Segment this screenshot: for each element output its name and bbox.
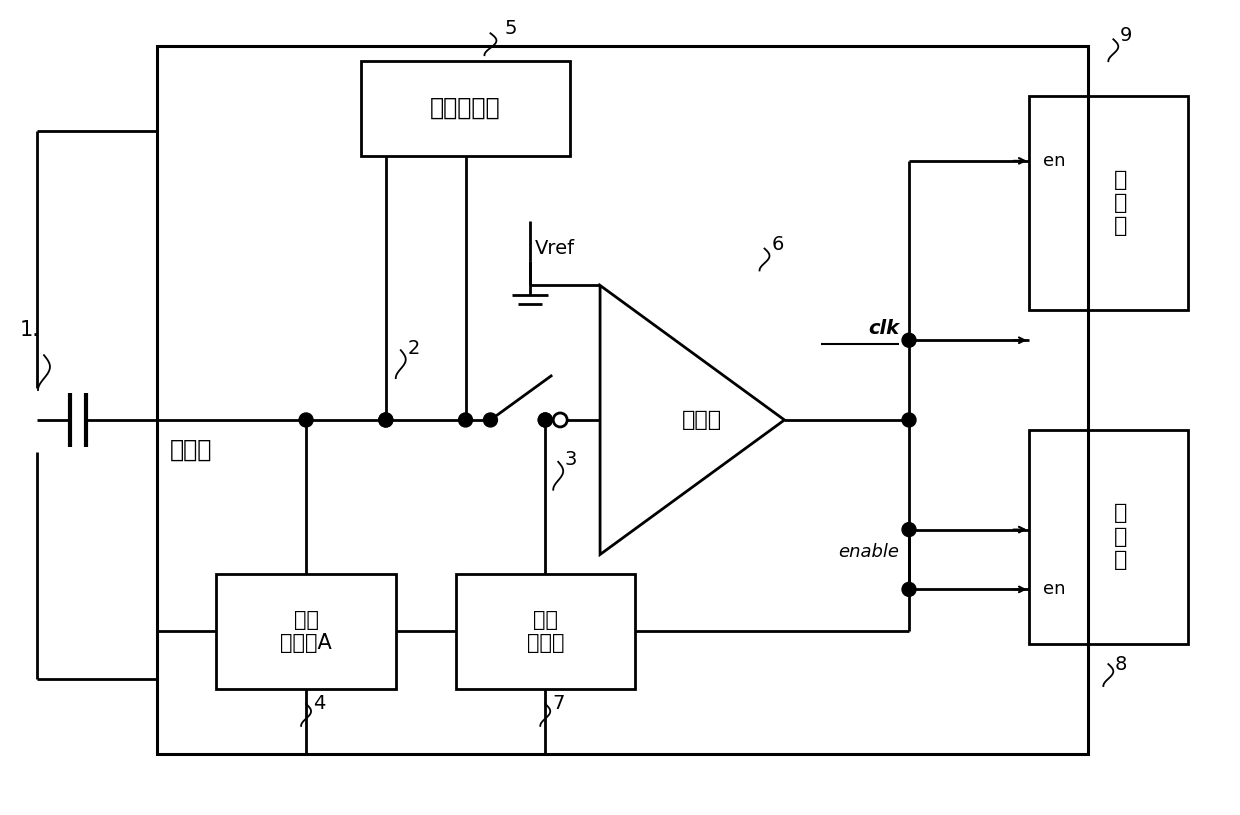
- Circle shape: [379, 413, 393, 427]
- Text: 6: 6: [771, 235, 784, 254]
- Circle shape: [901, 413, 916, 427]
- Text: 9: 9: [1120, 26, 1132, 45]
- Text: en: en: [1043, 580, 1065, 598]
- Circle shape: [901, 583, 916, 597]
- Text: 电压跟随器: 电压跟随器: [430, 96, 501, 120]
- Text: 脉冲
发生器A: 脉冲 发生器A: [280, 610, 332, 653]
- Bar: [455, 575, 635, 689]
- Text: 1.: 1.: [20, 320, 40, 341]
- Circle shape: [901, 522, 916, 536]
- Text: 4: 4: [312, 694, 325, 713]
- Text: clk: clk: [868, 319, 899, 337]
- Text: 比较器: 比较器: [682, 410, 722, 430]
- Circle shape: [901, 333, 916, 347]
- Bar: [156, 46, 1089, 754]
- Circle shape: [379, 413, 393, 427]
- Text: 计
数
器: 计 数 器: [1114, 170, 1127, 236]
- Bar: [1029, 96, 1188, 311]
- Text: 3: 3: [565, 451, 578, 469]
- Bar: [361, 61, 570, 156]
- Text: Vref: Vref: [536, 239, 575, 258]
- Text: 5: 5: [505, 19, 517, 37]
- Circle shape: [538, 413, 552, 427]
- Bar: [1029, 430, 1188, 644]
- Text: 7: 7: [552, 694, 564, 713]
- Circle shape: [459, 413, 472, 427]
- Text: 放电
电流源: 放电 电流源: [527, 610, 564, 653]
- Text: en: en: [1043, 152, 1065, 170]
- Text: 计
数
器: 计 数 器: [1114, 504, 1127, 570]
- Text: 2: 2: [408, 339, 420, 358]
- Text: enable: enable: [838, 543, 899, 561]
- Circle shape: [538, 413, 552, 427]
- Circle shape: [299, 413, 312, 427]
- Text: 检测端: 检测端: [170, 438, 212, 462]
- Circle shape: [484, 413, 497, 427]
- Text: 8: 8: [1115, 654, 1127, 674]
- Bar: [217, 575, 396, 689]
